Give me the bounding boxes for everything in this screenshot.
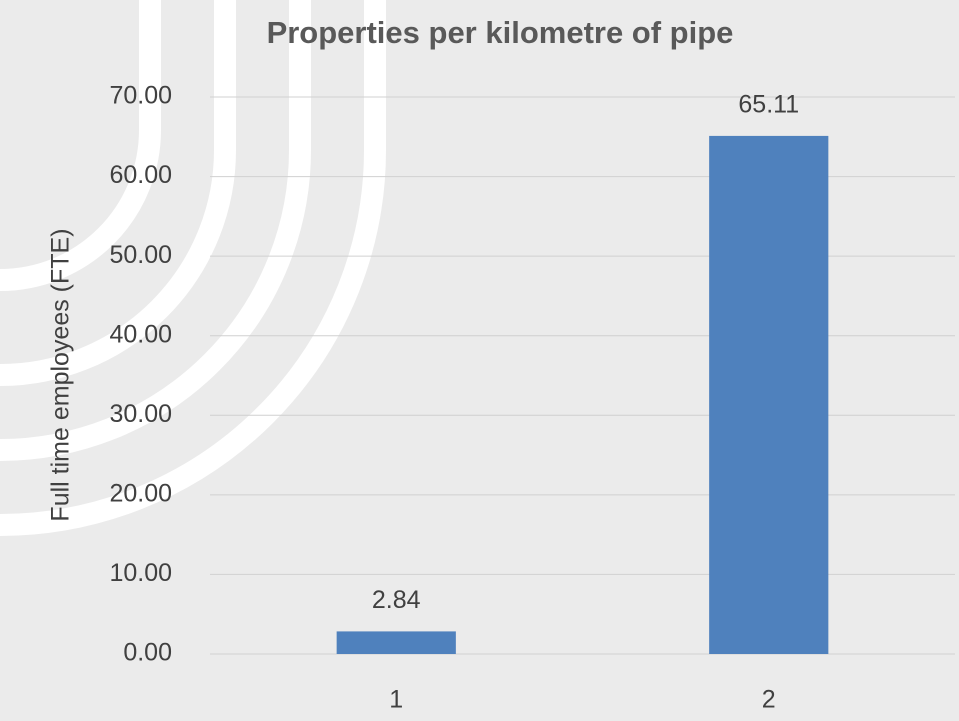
decoration — [0, 0, 386, 536]
y-tick-label: 40.00 — [109, 320, 172, 348]
y-tick-label: 20.00 — [109, 479, 172, 507]
arc — [0, 0, 311, 461]
arc — [0, 0, 236, 386]
y-tick-label: 30.00 — [109, 400, 172, 428]
x-tick-label: 1 — [389, 686, 403, 714]
data-label: 2.84 — [372, 586, 421, 614]
arc — [0, 0, 386, 536]
y-tick-label: 10.00 — [109, 559, 172, 587]
y-tick-label: 70.00 — [109, 82, 172, 110]
chart-title: Properties per kilometre of pipe — [267, 15, 734, 50]
bar — [709, 135, 829, 655]
bar — [336, 631, 456, 654]
x-tick-label: 2 — [762, 686, 776, 714]
data-label: 65.11 — [738, 91, 799, 119]
y-tick-label: 50.00 — [109, 241, 172, 269]
y-tick-label: 0.00 — [123, 639, 172, 667]
y-tick-label: 60.00 — [109, 161, 172, 189]
arc — [0, 0, 161, 291]
y-axis-label: Full time employees (FTE) — [47, 228, 75, 521]
